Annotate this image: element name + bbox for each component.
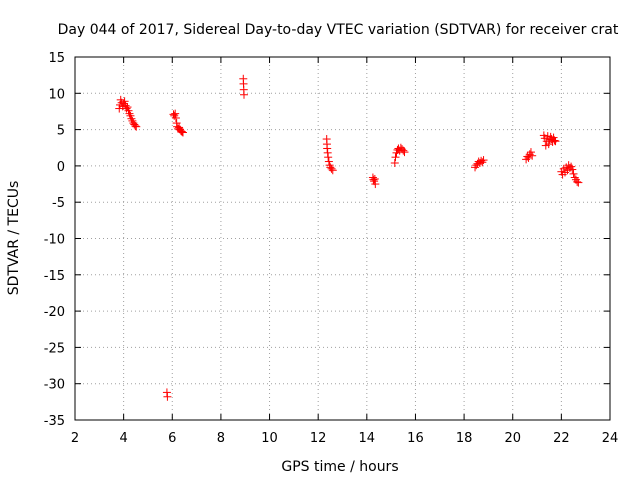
data-point <box>171 113 180 122</box>
y-tick-label: -35 <box>44 414 65 429</box>
data-point <box>371 180 380 189</box>
data-point <box>163 392 172 401</box>
data-point <box>569 169 578 178</box>
x-tick-label: 6 <box>168 431 176 446</box>
y-tick-label: 0 <box>57 160 65 175</box>
y-tick-label: -20 <box>44 305 65 320</box>
data-point <box>574 178 583 187</box>
data-points <box>115 74 583 401</box>
x-tick-label: 10 <box>261 431 278 446</box>
y-tick-label: -30 <box>44 378 65 393</box>
x-tick-label: 8 <box>217 431 225 446</box>
y-axis-title: SDTVAR / TECUs <box>6 181 22 296</box>
data-point <box>399 146 408 155</box>
x-tick-label: 12 <box>310 431 327 446</box>
x-tick-label: 4 <box>119 431 127 446</box>
data-point <box>479 156 488 165</box>
x-tick-label: 14 <box>359 431 376 446</box>
data-point <box>327 164 336 173</box>
y-tick-label: -15 <box>44 269 65 284</box>
data-point <box>390 158 399 167</box>
x-tick-label: 22 <box>553 431 570 446</box>
y-tick-label: 5 <box>57 124 65 139</box>
axis-ticks: 2 4 6 8 10 12 14 16 18 20 22 24151050-5-10-15-20-25… <box>44 51 619 446</box>
data-point <box>526 148 535 157</box>
data-point <box>400 148 409 157</box>
x-axis-title: GPS time / hours <box>281 459 398 475</box>
data-point <box>324 157 333 166</box>
data-point <box>369 175 378 184</box>
data-point <box>178 127 186 136</box>
data-point <box>391 153 400 162</box>
x-tick-label: 18 <box>456 431 473 446</box>
data-point <box>528 151 537 160</box>
data-point <box>177 127 186 136</box>
data-point <box>328 166 337 175</box>
data-point <box>324 153 333 162</box>
y-tick-label: 15 <box>48 51 65 66</box>
data-point <box>171 109 180 118</box>
x-tick-label: 24 <box>602 431 619 446</box>
y-tick-label: -5 <box>52 196 65 211</box>
data-point <box>131 121 140 130</box>
data-point <box>573 177 582 186</box>
data-point <box>120 97 129 106</box>
data-point <box>123 103 132 112</box>
data-point <box>132 122 141 131</box>
data-point <box>178 128 187 137</box>
y-tick-label: -10 <box>44 233 65 248</box>
data-point <box>551 137 560 146</box>
y-tick-label: 10 <box>48 87 65 102</box>
data-point <box>568 165 577 174</box>
chart-title: Day 044 of 2017, Sidereal Day-to-day VTE… <box>58 22 619 38</box>
x-tick-label: 2 <box>71 431 79 446</box>
x-tick-label: 20 <box>504 431 521 446</box>
data-point <box>240 90 249 99</box>
y-tick-label: -25 <box>44 341 65 356</box>
x-tick-label: 16 <box>407 431 424 446</box>
data-point <box>550 136 559 145</box>
